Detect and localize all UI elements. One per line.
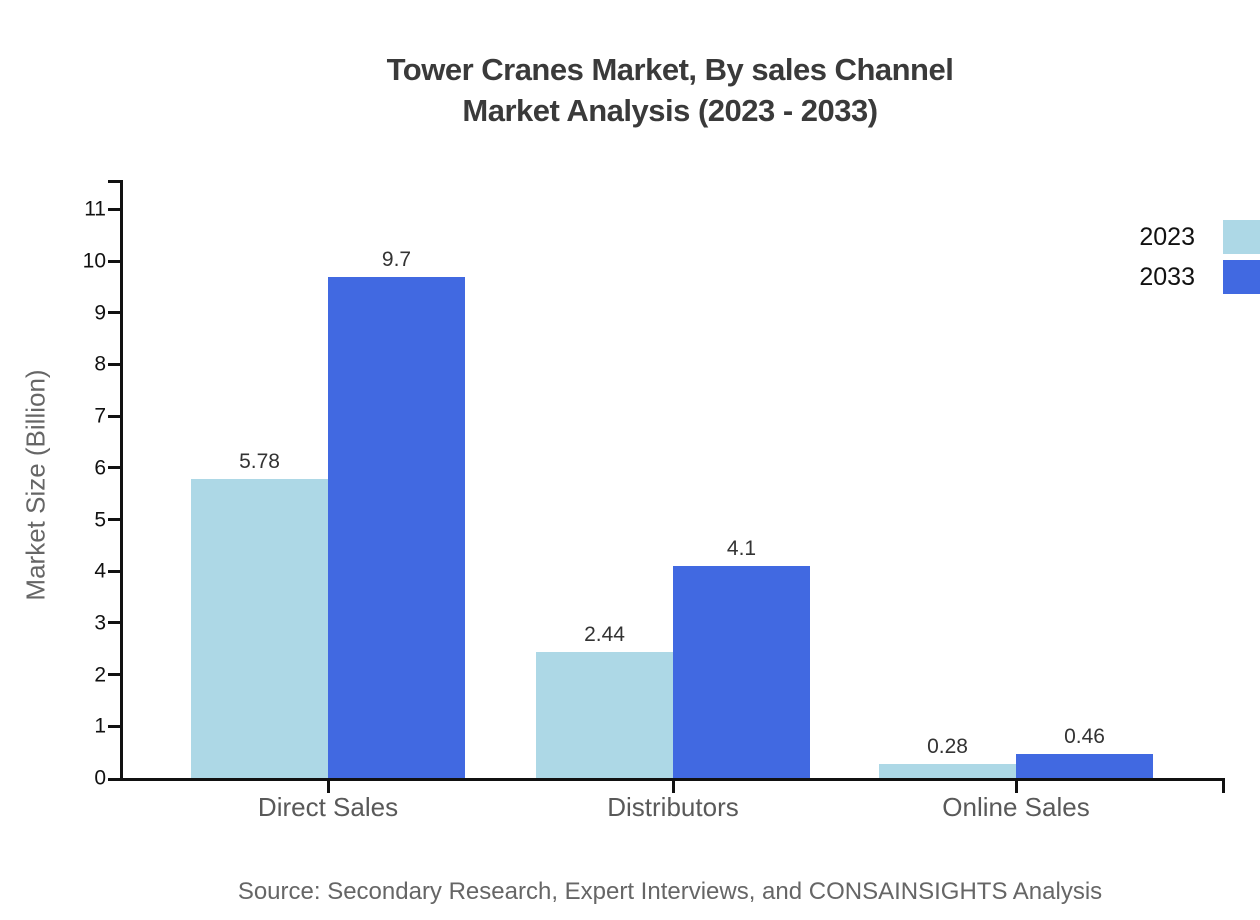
y-tick-label: 10 xyxy=(82,249,106,273)
x-axis-end-cap xyxy=(1222,781,1225,793)
bar-2033-distributors xyxy=(673,566,810,778)
y-tick-label: 9 xyxy=(94,301,106,325)
y-tick-mark xyxy=(108,778,120,781)
x-tick-mark xyxy=(326,781,330,793)
y-tick-mark xyxy=(108,259,120,263)
x-category-label: Distributors xyxy=(607,792,739,822)
bar-value-label: 4.1 xyxy=(726,537,757,561)
chart-title-line-1: Tower Cranes Market, By sales Channel xyxy=(386,52,954,87)
x-tick-mark xyxy=(671,781,675,793)
source-note: Source: Secondary Research, Expert Inter… xyxy=(237,878,1103,905)
y-tick-label: 4 xyxy=(94,559,106,583)
legend-item-2033: 2033 xyxy=(1139,260,1260,294)
y-tick-label: 1 xyxy=(94,714,106,738)
y-tick-mark xyxy=(108,621,120,625)
legend-swatch-2023-icon xyxy=(1223,220,1260,254)
legend-swatch-2033-icon xyxy=(1223,260,1260,294)
bar-2023-distributors xyxy=(536,651,673,778)
chart-title: Tower Cranes Market, By sales Channel Ma… xyxy=(80,49,1260,131)
legend-label-2033: 2033 xyxy=(1139,262,1195,291)
bar-value-label: 5.78 xyxy=(239,450,280,474)
bar-2033-online-sales xyxy=(1016,754,1153,778)
y-tick-label: 2 xyxy=(94,663,106,687)
y-tick-label: 11 xyxy=(84,197,106,221)
x-tick-mark xyxy=(1014,781,1018,793)
y-tick-mark xyxy=(108,414,120,418)
y-tick-label: 6 xyxy=(94,456,106,480)
bar-2033-direct-sales xyxy=(328,276,465,778)
y-tick-mark xyxy=(108,311,120,315)
y-tick-label: 7 xyxy=(94,404,106,428)
y-tick-mark xyxy=(108,518,120,521)
bar-value-label: 9.7 xyxy=(381,247,412,271)
y-tick-mark xyxy=(108,569,120,573)
bar-value-label: 2.44 xyxy=(584,622,625,646)
y-tick-label: 5 xyxy=(94,508,106,531)
legend: 2023 2033 xyxy=(1139,220,1260,300)
y-tick-mark xyxy=(108,724,120,728)
legend-item-2023: 2023 xyxy=(1139,220,1260,254)
y-axis-title: Market Size (Billion) xyxy=(20,369,51,601)
x-category-label: Online Sales xyxy=(942,792,1090,822)
y-tick-label: 0 xyxy=(94,766,106,790)
chart-title-line-2: Market Analysis (2023 - 2033) xyxy=(462,93,878,128)
bar-2023-online-sales xyxy=(879,763,1016,778)
legend-label-2023: 2023 xyxy=(1139,222,1195,251)
y-tick-mark xyxy=(108,362,120,366)
x-category-label: Direct Sales xyxy=(257,792,399,822)
y-tick-label: 8 xyxy=(94,352,106,376)
y-tick-mark xyxy=(108,673,120,677)
y-axis-top-cap xyxy=(108,180,120,183)
y-tick-mark xyxy=(108,466,120,470)
plot-area: 0 1 2 3 4 5 6 7 8 9 10 11 5.78 9.7 2.44 4.1 0.28 0.46 Di… xyxy=(83,180,1225,820)
y-tick-label: 3 xyxy=(94,611,106,635)
bar-2023-direct-sales xyxy=(191,479,328,778)
bar-value-label: 0.46 xyxy=(1064,725,1105,749)
bar-value-label: 0.28 xyxy=(927,734,968,758)
y-tick-mark xyxy=(108,207,120,211)
